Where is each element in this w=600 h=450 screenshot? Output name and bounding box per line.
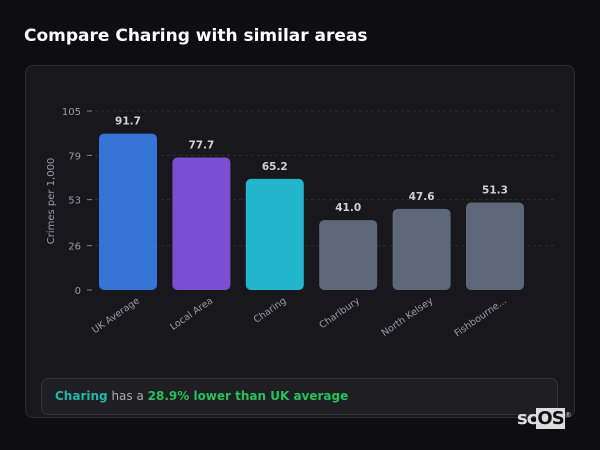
data-label: 77.7 [188,140,214,152]
summary-area: Charing [55,389,108,403]
data-label: 65.2 [262,161,288,173]
x-tick-label: Charing [252,295,289,325]
summary-comparison: 28.9% lower than UK average [147,389,349,403]
summary-text: has a [107,389,148,403]
data-label: 51.3 [482,185,508,197]
x-tick-label: Charlbury [317,295,362,331]
x-tick-label: UK Average [90,295,142,336]
data-label: 41.0 [335,202,361,214]
y-tick-label: 53 [68,196,81,207]
bar [99,133,157,290]
x-tick-label: Fishbourne... [453,295,509,339]
bar [319,220,378,290]
bar [392,208,451,290]
y-tick-label: 26 [68,242,81,253]
bar [466,202,524,290]
data-label: 91.7 [115,116,141,128]
bar [172,157,231,290]
y-tick-label: 79 [68,151,81,162]
bar [245,178,304,290]
page-title: Compare Charing with similar areas [24,26,368,46]
x-tick-label: Local Area [168,295,215,332]
y-tick-label: 105 [62,107,81,118]
data-label: 47.6 [409,191,435,203]
summary-box: Charing has a 28.9% lower than UK averag… [41,378,558,415]
x-tick-label: North Kelsey [380,295,436,339]
y-tick-label: 0 [75,286,81,297]
watermark-logo: scOS® [517,408,572,429]
y-axis-label: Crimes per 1,000 [46,158,57,245]
